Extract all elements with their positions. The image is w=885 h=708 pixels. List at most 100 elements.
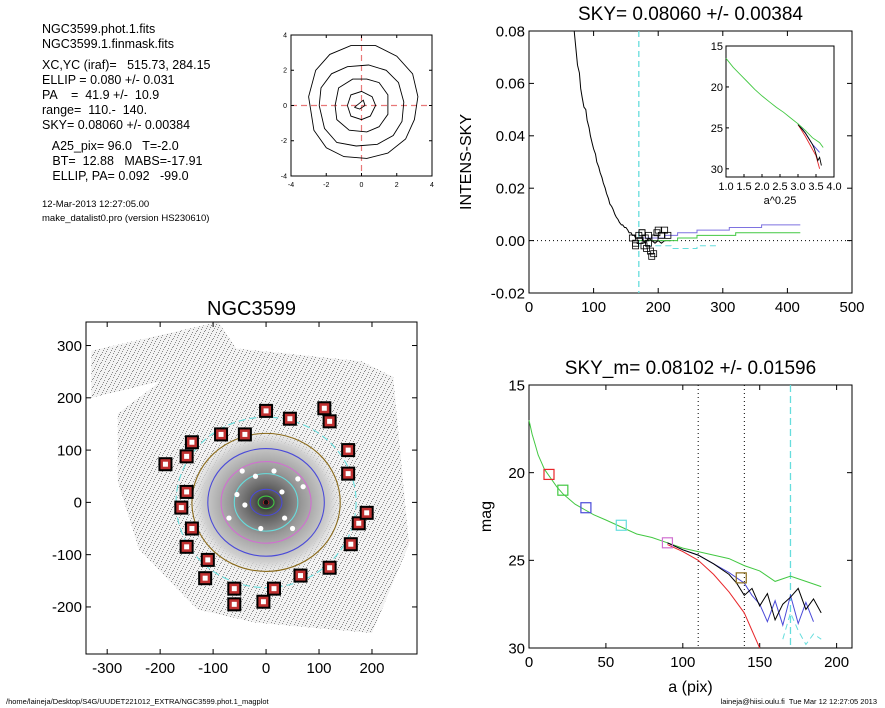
y-tick-label: 20	[508, 465, 525, 482]
x-tick-label: 300	[710, 299, 735, 316]
image-strip	[91, 322, 245, 398]
y-tick-label: 2	[283, 68, 287, 75]
red-mag-series	[667, 544, 761, 649]
info-line: ELLIP = 0.080 +/- 0.031	[42, 73, 175, 87]
sky-point	[632, 242, 639, 250]
sky-profile-plot: SKY= 0.08060 +/- 0.00384 INTENS-SKY 0 100 20…	[458, 4, 865, 316]
mask-box-center	[178, 505, 184, 511]
mask-box-center	[189, 439, 195, 445]
masked-star	[258, 525, 264, 532]
inset-x-tick-label: 1.0	[718, 181, 733, 193]
y-tick-label: 0	[283, 103, 287, 110]
x-tick-label: 2	[395, 182, 399, 189]
black-series	[573, 30, 672, 245]
x-tick-label: 150	[747, 654, 772, 671]
x-tick-label: 200	[646, 299, 671, 316]
masked-star	[300, 484, 306, 490]
info-panel: NGC3599.phot.1.fits NGC3599.1.finmask.fit…	[42, 22, 211, 226]
isophote-ellipse	[233, 473, 299, 532]
x-tick-label: 500	[839, 299, 864, 316]
inset-black-series	[797, 124, 822, 166]
mask-box-center	[218, 431, 224, 437]
info-line: NGC3599.1.finmask.fits	[42, 37, 174, 51]
masked-star	[271, 468, 277, 474]
contour-line	[334, 78, 389, 133]
inset-x-tick-label: 4.0	[826, 181, 841, 193]
inset-frame	[725, 45, 835, 178]
x-tick-label: 100	[307, 660, 332, 677]
x-tick-label: 0	[262, 660, 270, 677]
y-tick-label: 25	[508, 553, 525, 570]
y-tick-label: 0.02	[496, 180, 525, 197]
x-tick-label: 200	[824, 654, 849, 671]
masked-star	[242, 502, 248, 508]
mask-box-center	[260, 599, 266, 605]
inset-y-tick-label: 30	[711, 164, 723, 176]
x-tick-label: 200	[359, 660, 384, 677]
y-tick-label: 15	[508, 377, 525, 394]
contour-line	[318, 64, 405, 147]
cyan-mag-series	[782, 611, 822, 646]
info-program: make_datalist0.pro (version HS230610)	[42, 213, 210, 224]
mask-box-center	[271, 586, 277, 592]
masked-star	[239, 468, 245, 474]
masked-star	[282, 515, 288, 521]
ellipse-marker	[615, 519, 627, 531]
black-mag-series	[667, 542, 822, 622]
info-line: SKY= 0.08060 +/- 0.00384	[42, 118, 191, 132]
y-tick-label: -100	[52, 547, 82, 564]
sky-frame	[528, 30, 853, 294]
x-tick-label: -300	[92, 660, 122, 677]
sky-title: SKY= 0.08060 +/- 0.00384	[578, 4, 803, 25]
mag-frame	[528, 384, 853, 649]
inset-green-series	[725, 58, 824, 148]
info-line: A25_pix= 96.0 T=-2.0	[42, 139, 179, 153]
ellipse-marker	[543, 468, 555, 481]
contour-line	[354, 99, 366, 110]
mask-box-center	[345, 447, 351, 453]
inset-x-tick-label: 3.0	[790, 181, 805, 193]
y-tick-label: 0	[74, 495, 82, 512]
mask-box-center	[321, 405, 327, 411]
inset-x-tick-label: 2.0	[754, 181, 769, 193]
mask-box-center	[263, 408, 269, 414]
x-tick-label: 100	[670, 654, 695, 671]
center-contour-plot: -4 -2 0 2 4 -4 -2 0 2 4	[281, 32, 434, 189]
galaxy-core	[263, 499, 269, 505]
mask-box-center	[184, 489, 190, 495]
y-tick-label: 0.08	[496, 23, 525, 40]
galaxy-frame	[85, 321, 418, 655]
mask-box-center	[348, 541, 354, 547]
mask-box-center	[184, 453, 190, 459]
galaxy-image-plot: NGC3599 -300 -200 -100 0 100 200 -200 -100 0 100 20…	[52, 298, 418, 677]
ellipse-marker	[735, 572, 747, 584]
contour-line	[346, 90, 377, 121]
x-tick-label: -200	[145, 660, 175, 677]
inset-x-tick-label: 3.5	[808, 181, 823, 193]
sky-ylabel: INTENS-SKY	[458, 114, 475, 210]
sky-point	[645, 231, 652, 239]
y-tick-label: 0.00	[496, 233, 525, 250]
green-mag-series	[528, 419, 822, 588]
sky-point	[651, 234, 659, 242]
y-tick-label: 4	[283, 32, 287, 39]
mask-box-center	[231, 601, 237, 607]
contour-line	[308, 45, 419, 159]
y-tick-label: 300	[57, 338, 82, 355]
footer-path: /home/laineja/Desktop/S4G/UUDET221012_EX…	[6, 697, 269, 706]
mask-box-center	[205, 557, 211, 563]
masked-star	[234, 491, 240, 498]
x-tick-label: -4	[288, 182, 294, 189]
inset-x-tick-label: 2.5	[772, 181, 787, 193]
info-line: PA = 41.9 +/- 10.9	[42, 88, 160, 102]
y-tick-label: -4	[281, 173, 287, 180]
isophote-ellipse	[257, 495, 275, 510]
x-tick-label: -100	[198, 660, 228, 677]
isophote-ellipse	[207, 447, 325, 557]
masked-star	[289, 525, 296, 532]
mask-box-center	[327, 418, 333, 424]
mask-box-center	[364, 510, 370, 516]
cyan-series	[645, 245, 717, 249]
masked-star	[252, 473, 259, 479]
